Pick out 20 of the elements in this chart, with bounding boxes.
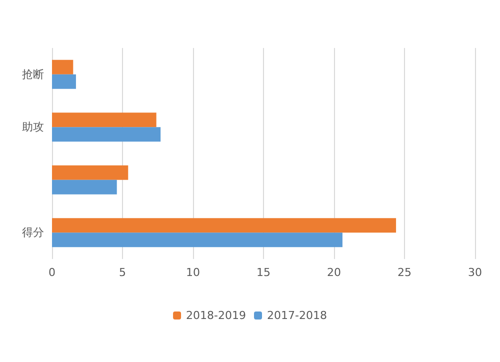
legend-label: 2017-2018	[267, 309, 327, 322]
bar	[52, 232, 342, 248]
y-tick-label: 助攻	[22, 120, 44, 134]
bar	[52, 180, 117, 194]
bar	[52, 218, 396, 233]
legend-label: 2018-2019	[186, 309, 246, 322]
x-tick-label: 5	[119, 266, 126, 279]
x-tick-label: 20	[327, 266, 341, 279]
bar	[52, 127, 161, 142]
bar	[52, 112, 156, 128]
bar	[52, 60, 74, 74]
x-tick-label: 25	[398, 266, 412, 279]
bar	[52, 74, 76, 89]
x-tick-label: 10	[186, 266, 200, 279]
x-tick-label: 15	[256, 266, 270, 279]
y-tick-label: 得分	[22, 226, 44, 240]
y-tick-label: 抢断	[22, 68, 44, 81]
x-tick-label: 30	[468, 266, 482, 279]
bar	[52, 165, 128, 180]
x-tick-label: 0	[48, 266, 56, 279]
